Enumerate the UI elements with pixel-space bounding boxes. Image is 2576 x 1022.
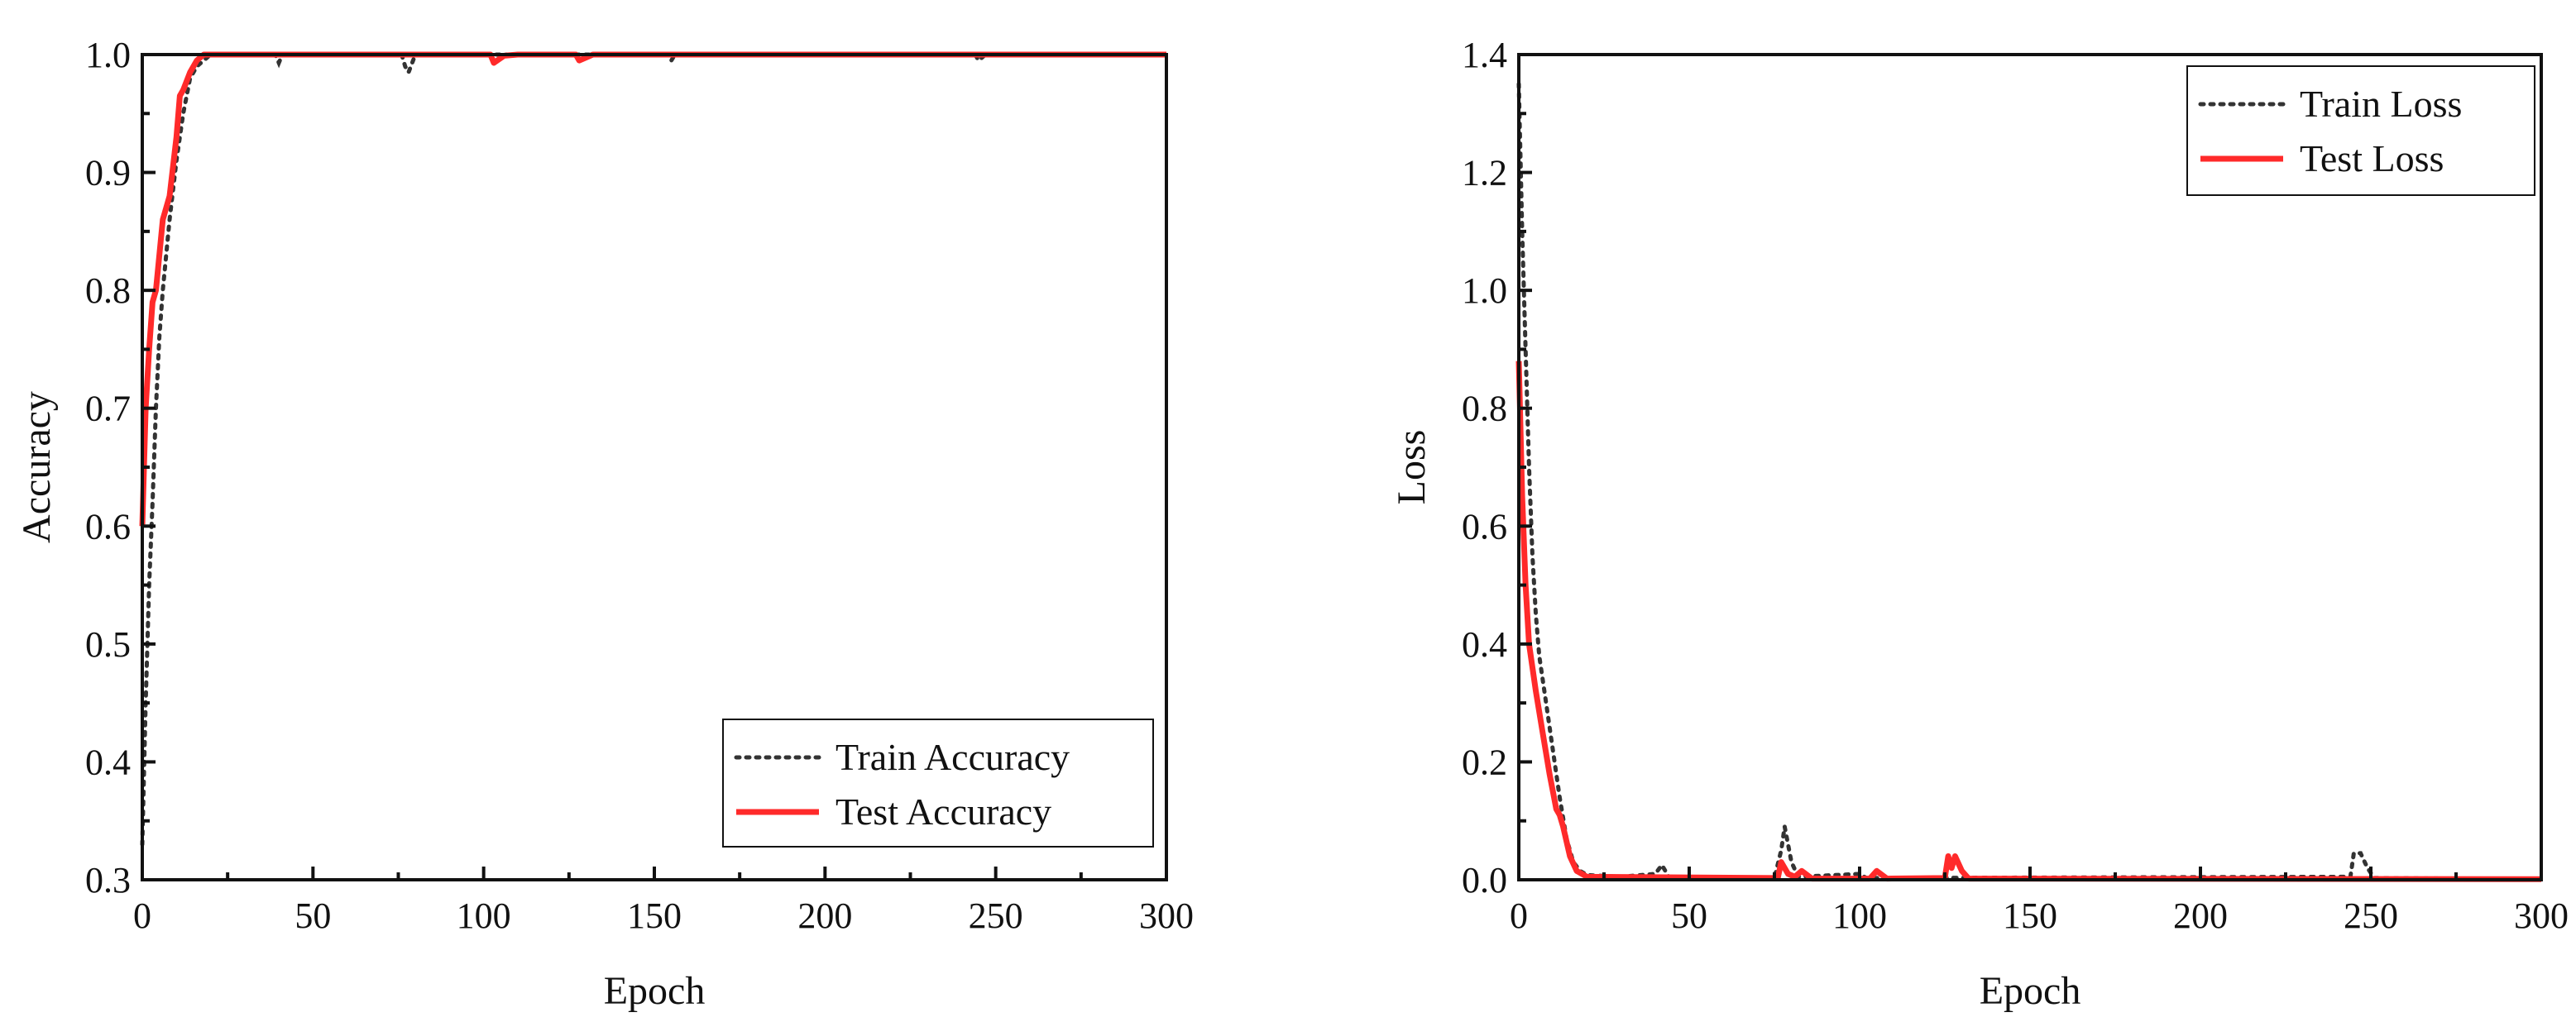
legend: Train Loss Test Loss: [2186, 65, 2535, 196]
y-tick-label: 0.0: [1462, 860, 1507, 900]
y-tick-label: 0.4: [85, 742, 131, 782]
y-tick-label: 0.3: [85, 860, 131, 900]
x-axis-label: Epoch: [1980, 969, 2081, 1013]
x-tick-label: 0: [1510, 895, 1528, 936]
y-axis-label: Accuracy: [15, 391, 59, 543]
legend-label: Train Accuracy: [836, 736, 1070, 778]
x-axis-label: Epoch: [604, 969, 706, 1013]
y-tick-label: 0.5: [85, 624, 131, 665]
y-tick-label: 0.9: [85, 153, 131, 193]
x-tick-label: 300: [2514, 895, 2569, 936]
legend-label: Train Loss: [2300, 83, 2462, 125]
x-tick-label: 0: [133, 895, 151, 936]
series-line-test-accuracy: [139, 51, 1166, 527]
y-axis-label: Loss: [1390, 430, 1434, 505]
series-line-test-loss: [1515, 361, 2542, 882]
legend: Train Accuracy Test Accuracy: [722, 719, 1154, 848]
y-tick-label: 1.2: [1462, 153, 1507, 193]
legend-label: Test Loss: [2300, 137, 2444, 179]
x-tick-label: 150: [2003, 895, 2057, 936]
x-tick-label: 100: [1832, 895, 1887, 936]
legend-label: Test Accuracy: [836, 790, 1051, 833]
y-tick-label: 0.6: [1462, 506, 1507, 547]
y-tick-label: 0.8: [1462, 389, 1507, 429]
y-tick-label: 0.8: [85, 270, 131, 311]
y-tick-label: 1.4: [1462, 35, 1507, 75]
series-line-train-loss: [1516, 82, 2544, 881]
y-tick-label: 0.6: [85, 506, 131, 547]
y-tick-label: 1.0: [85, 35, 131, 75]
x-tick-label: 200: [2173, 895, 2228, 936]
y-tick-label: 0.4: [1462, 624, 1507, 665]
y-tick-label: 0.2: [1462, 742, 1507, 782]
x-tick-label: 50: [294, 895, 331, 936]
legend-box: [722, 719, 1154, 848]
y-tick-label: 0.7: [85, 389, 131, 429]
accuracy-chart: 0 50 100 150 200 250 300 0.3 0.4 0.5 0.6 0.7 0.8 0.9 1…: [15, 35, 1194, 1013]
x-tick-label: 150: [627, 895, 682, 936]
x-tick-label: 300: [1139, 895, 1194, 936]
loss-chart: 0 50 100 150 200 250 300 0.0 0.2 0.4 0.6 0.8 1.0 1.2 1…: [1390, 35, 2569, 1013]
x-tick-label: 250: [969, 895, 1023, 936]
legend-box: [2186, 65, 2535, 196]
y-tick-label: 1.0: [1462, 270, 1507, 311]
x-tick-label: 100: [457, 895, 511, 936]
x-tick-label: 50: [1671, 895, 1707, 936]
x-tick-label: 250: [2344, 895, 2398, 936]
x-tick-label: 200: [797, 895, 852, 936]
